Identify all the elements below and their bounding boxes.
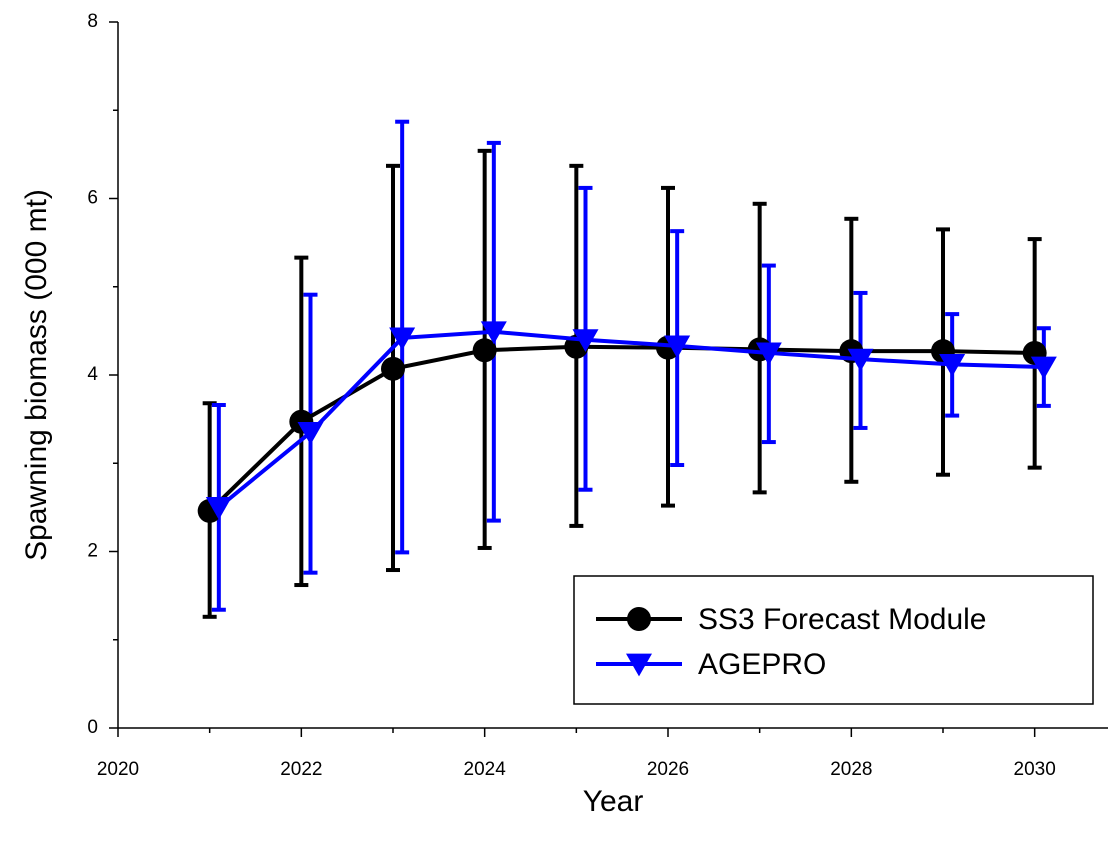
data-point bbox=[381, 356, 405, 381]
x-tick-label: 2020 bbox=[97, 759, 139, 780]
y-tick-label: 4 bbox=[87, 364, 98, 385]
y-tick-label: 6 bbox=[87, 188, 98, 209]
data-point bbox=[572, 329, 599, 353]
data-point bbox=[939, 354, 966, 377]
y-axis-title: Spawning biomass (000 mt) bbox=[20, 189, 53, 561]
series-line bbox=[208, 344, 1035, 513]
x-tick-label: 2026 bbox=[647, 759, 689, 780]
x-tick-label: 2028 bbox=[830, 759, 872, 780]
legend-marker bbox=[627, 607, 651, 631]
data-point bbox=[664, 335, 691, 359]
data-point bbox=[480, 321, 507, 345]
y-tick-label: 0 bbox=[87, 717, 98, 738]
x-tick-label: 2030 bbox=[1014, 759, 1056, 780]
y-tick-label: 2 bbox=[87, 541, 98, 562]
x-axis-title: Year bbox=[583, 785, 644, 818]
legend: SS3 Forecast Module AGEPRO bbox=[573, 575, 1094, 705]
x-tick-label: 2024 bbox=[464, 759, 507, 780]
y-tick-label: 8 bbox=[87, 11, 98, 32]
series-line bbox=[217, 329, 1044, 509]
data-point bbox=[205, 496, 232, 520]
data-point bbox=[1030, 356, 1057, 380]
legend-label: AGEPRO bbox=[698, 648, 826, 681]
x-tick-label: 2022 bbox=[280, 759, 322, 780]
data-point bbox=[472, 338, 497, 363]
data-point bbox=[755, 342, 782, 366]
data-point bbox=[847, 348, 874, 372]
legend-marker bbox=[626, 653, 652, 677]
data-point bbox=[389, 327, 416, 351]
legend-label: SS3 Forecast Module bbox=[698, 603, 986, 636]
data-point bbox=[297, 421, 324, 445]
legend-box bbox=[573, 575, 1094, 705]
